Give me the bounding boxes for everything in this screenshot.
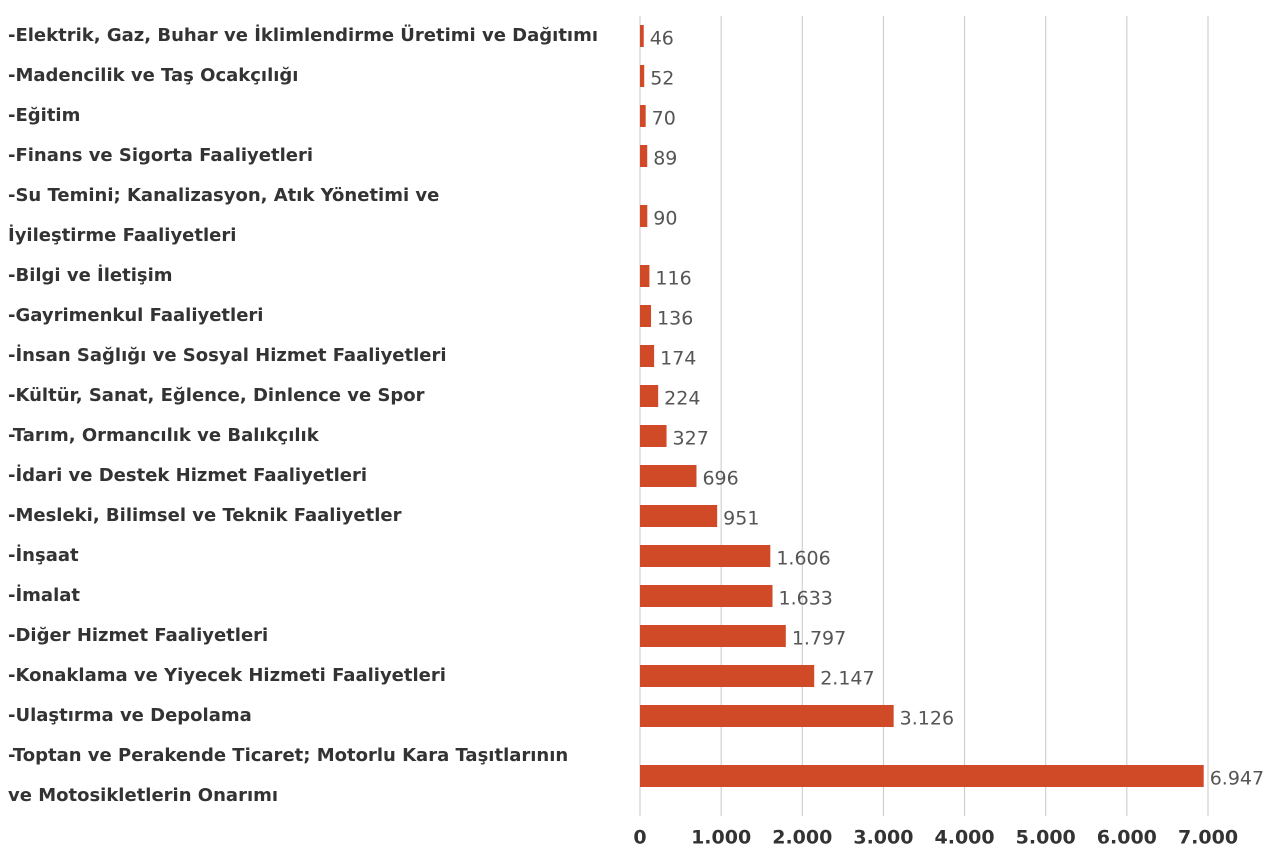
category-label: -Mesleki, Bilimsel ve Teknik Faaliyetler: [8, 505, 402, 526]
x-tick-label: 2.000: [772, 827, 832, 847]
category-label: -Su Temini; Kanalizasyon, Atık Yönetimi …: [8, 185, 440, 246]
category-label: -Toptan ve Perakende Ticaret; Motorlu Ka…: [8, 745, 569, 806]
bar: [640, 305, 652, 327]
x-tick-label: 3.000: [853, 827, 913, 847]
bar: [640, 625, 786, 647]
value-label: 1.606: [776, 548, 830, 570]
bar: [640, 205, 648, 227]
x-tick-label: 0: [633, 827, 646, 847]
category-label: -Madencilik ve Taş Ocakçılığı: [8, 65, 299, 86]
value-label: 90: [653, 208, 677, 230]
value-label: 70: [652, 108, 676, 130]
value-label: 327: [673, 428, 709, 450]
category-label: -Diğer Hizmet Faaliyetleri: [8, 625, 269, 646]
category-label: -Kültür, Sanat, Eğlence, Dinlence ve Spo…: [8, 385, 425, 406]
category-label: -Eğitim: [8, 105, 81, 126]
x-tick-label: 1.000: [691, 827, 751, 847]
bar: [640, 465, 697, 487]
value-label: 6.947: [1210, 768, 1264, 790]
value-label: 2.147: [820, 668, 874, 690]
bar: [640, 385, 659, 407]
value-label: 174: [660, 348, 696, 370]
category-label: -Finans ve Sigorta Faaliyetleri: [8, 145, 314, 166]
category-label: -İdari ve Destek Hizmet Faaliyetleri: [8, 465, 368, 486]
value-label: 696: [702, 468, 738, 490]
x-tick-label: 4.000: [935, 827, 995, 847]
category-label: -Tarım, Ormancılık ve Balıkçılık: [8, 425, 319, 446]
x-tick-label: 6.000: [1097, 827, 1157, 847]
bar: [640, 145, 648, 167]
bar: [640, 705, 894, 727]
bar: [640, 65, 645, 87]
bar: [640, 105, 646, 127]
category-label: -İnşaat: [8, 545, 79, 566]
x-tick-label: 7.000: [1178, 827, 1238, 847]
value-label: 116: [655, 268, 691, 290]
category-label: -Konaklama ve Yiyecek Hizmeti Faaliyetle…: [8, 665, 446, 686]
value-label: 52: [650, 68, 674, 90]
bar: [640, 665, 815, 687]
bar: [640, 765, 1204, 787]
value-label: 46: [650, 28, 674, 50]
category-label: -Bilgi ve İletişim: [8, 265, 173, 286]
value-label: 1.797: [792, 628, 846, 650]
x-tick-label: 5.000: [1016, 827, 1076, 847]
bar: [640, 25, 644, 47]
bar: [640, 545, 771, 567]
bar: [640, 505, 718, 527]
value-label: 136: [657, 308, 693, 330]
category-label: -İmalat: [8, 585, 80, 606]
value-label: 224: [664, 388, 700, 410]
category-label: -Ulaştırma ve Depolama: [8, 705, 252, 726]
bar: [640, 425, 667, 447]
value-label: 3.126: [900, 708, 954, 730]
category-label: -Elektrik, Gaz, Buhar ve İklimlendirme Ü…: [8, 25, 599, 46]
category-label: -İnsan Sağlığı ve Sosyal Hizmet Faaliyet…: [8, 345, 447, 366]
value-label: 1.633: [779, 588, 833, 610]
category-label: -Gayrimenkul Faaliyetleri: [8, 305, 264, 326]
bar: [640, 265, 650, 287]
bar: [640, 585, 773, 607]
value-label: 951: [723, 508, 759, 530]
value-label: 89: [653, 148, 677, 170]
bar: [640, 345, 655, 367]
